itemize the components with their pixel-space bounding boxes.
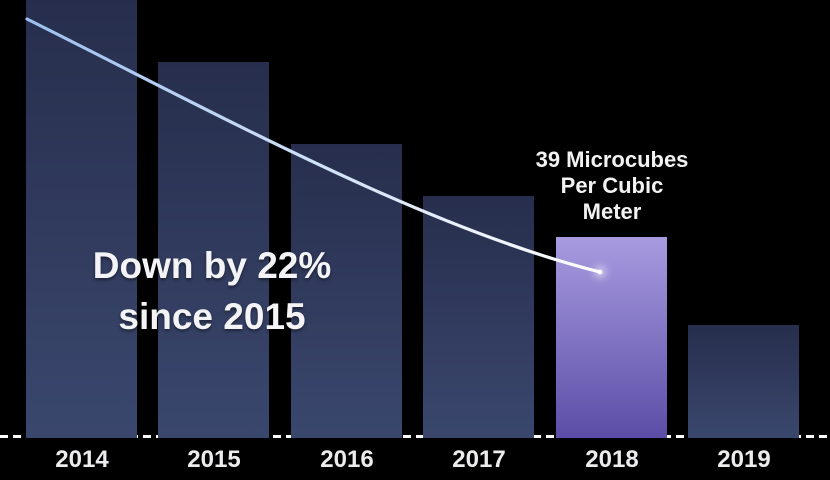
x-axis-label-2015: 2015 — [187, 446, 241, 473]
x-axis-label-2017: 2017 — [452, 446, 506, 473]
bar-2017 — [423, 196, 534, 438]
highlight-value-label: 39 Microcubes Per Cubic Meter — [535, 147, 689, 224]
x-axis-label-2018: 2018 — [585, 446, 639, 473]
x-axis-label-2016: 2016 — [320, 446, 374, 473]
bar-2019 — [688, 325, 799, 438]
callout-down-since-2015: Down by 22% since 2015 — [92, 245, 332, 337]
bar-2018 — [556, 237, 667, 438]
x-axis-dashed-line — [0, 435, 830, 438]
x-axis-label-2014: 2014 — [55, 446, 109, 473]
bar-2014 — [26, 0, 137, 438]
x-axis-label-2019: 2019 — [717, 446, 771, 473]
